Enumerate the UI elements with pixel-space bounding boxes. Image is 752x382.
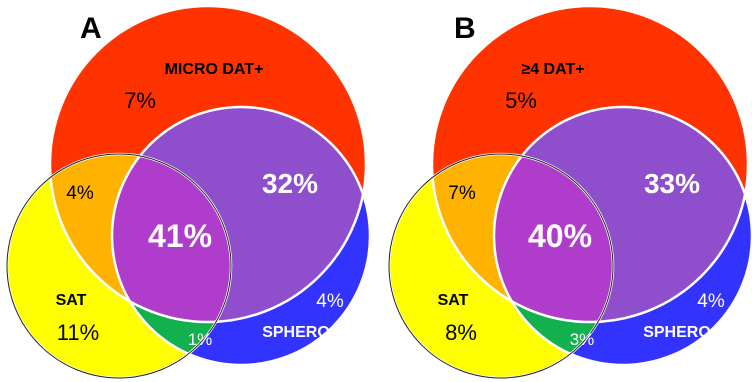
region-top-only: 7%	[124, 88, 156, 113]
region-top-sat: 4%	[66, 183, 94, 204]
panel-label: B	[454, 12, 476, 45]
venn-panel-b: B ≥4 DAT+ 5% 7% 33% 40% 4% SPHERO SAT 8%…	[387, 4, 752, 380]
sphero-outline	[492, 105, 752, 367]
top-set-outline	[48, 4, 368, 324]
region-sphero-only: 4%	[316, 291, 344, 312]
top-set-label: ≥4 DAT+	[521, 61, 584, 78]
sat-outline-inner	[388, 153, 614, 379]
top-set-outline	[430, 4, 750, 324]
region-all-three: 40%	[528, 218, 592, 254]
region-sat-only: 8%	[445, 320, 477, 345]
region-sphero-only: 4%	[697, 291, 725, 312]
region-sat-sphero: 3%	[570, 330, 595, 349]
region-top-only: 5%	[505, 88, 537, 113]
region-top-sphero: 33%	[644, 168, 700, 199]
panel-label: A	[80, 12, 102, 45]
venn-panel-a: A MICRO DAT+ 7% 4% 32% 41% 4% SPHERO SAT…	[5, 4, 372, 380]
sat-outline-inner	[6, 153, 232, 379]
sphero-label: SPHERO	[643, 324, 711, 341]
sphero-label: SPHERO	[262, 324, 330, 341]
region-top-sat: 7%	[448, 183, 476, 204]
triple-overlap	[494, 154, 613, 322]
region-sat-sphero: 1%	[188, 330, 213, 349]
region-sat-only: 11%	[57, 320, 99, 345]
triple-overlap	[112, 154, 231, 322]
region-top-sphero: 32%	[262, 168, 318, 199]
sat-label: SAT	[438, 292, 469, 309]
sat-label: SAT	[56, 292, 87, 309]
top-set-label: MICRO DAT+	[165, 61, 264, 78]
sphero-outline	[110, 105, 372, 367]
region-all-three: 41%	[148, 218, 212, 254]
